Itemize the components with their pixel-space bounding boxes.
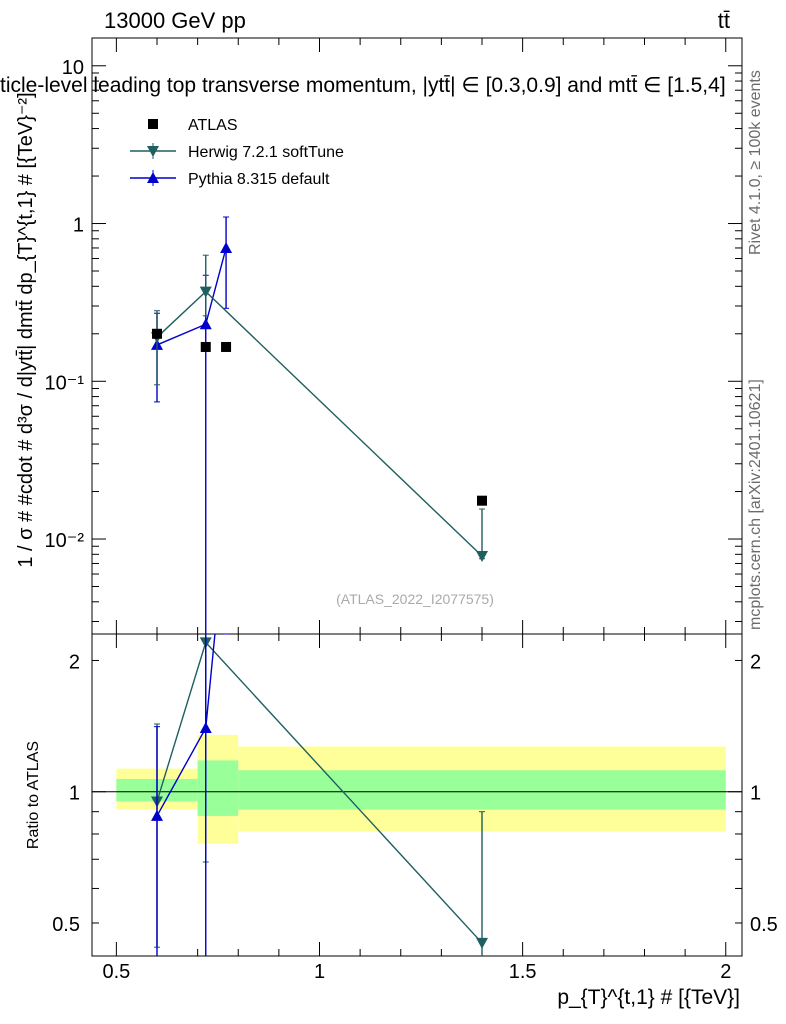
main-herwig-point <box>476 551 488 563</box>
legend-label: Pythia 8.315 default <box>188 171 330 188</box>
main-pythia-line <box>156 247 227 346</box>
header-process: tt̄ <box>718 8 730 33</box>
main-atlas-point <box>221 341 232 352</box>
ratio-plot-frame <box>91 633 743 957</box>
main-pythia-point <box>199 318 212 330</box>
main-y-tick-label: 10⁻¹ <box>45 372 85 394</box>
main-y-tick-label: 1 <box>73 215 84 237</box>
ratio-pythia-point <box>151 809 163 821</box>
legend-marker <box>148 119 158 129</box>
x-axis-label: p_{T}^{t,1} # [{TeV}] <box>557 986 740 1009</box>
watermark: (ATLAS_2022_I2077575) <box>336 591 494 607</box>
uncertainty-band-inner <box>197 760 239 816</box>
main-herwig-point <box>199 286 212 298</box>
main-atlas-series <box>152 328 487 506</box>
legend-label: ATLAS <box>188 117 238 134</box>
ratio-pythia-point <box>199 722 212 734</box>
main-y-axis-label: 1 / σ # #cdot # d³σ / d|ytt̄| dmtt̄ dp_{… <box>15 92 37 567</box>
x-tick-label: 2 <box>720 961 731 983</box>
main-pythia-series <box>151 216 233 634</box>
ratio-y-tick-label: 2 <box>69 651 80 673</box>
legend-marker <box>147 172 159 183</box>
header-energy: 13000 GeV pp <box>104 8 246 33</box>
ratio-herwig-point <box>476 937 488 949</box>
x-tick-label: 1 <box>314 961 325 983</box>
uncertainty-band-inner <box>238 770 726 810</box>
rivet-version-label: Rivet 4.1.0, ≥ 100k events <box>747 70 764 255</box>
main-atlas-point <box>152 328 162 339</box>
ratio-pythia-series <box>151 514 232 956</box>
x-tick-label: 0.5 <box>102 961 130 983</box>
legend-marker <box>147 146 159 157</box>
main-pythia-point <box>220 241 233 253</box>
main-atlas-point <box>200 341 211 352</box>
ratio-y-tick-label-right: 1 <box>750 783 761 805</box>
ratio-y-tick-label: 0.5 <box>52 914 80 936</box>
main-y-tick-label: 10 <box>62 57 84 79</box>
main-herwig-series <box>151 254 488 563</box>
ratio-pythia-point <box>220 514 232 525</box>
legend: ATLAS Herwig 7.2.1 softTune Pythia 8.315 d… <box>130 117 344 188</box>
ratio-y-tick-label: 1 <box>69 783 80 805</box>
ratio-y-tick-label-right: 2 <box>750 651 761 673</box>
main-atlas-point <box>477 495 487 506</box>
x-tick-label: 1.5 <box>509 961 537 983</box>
legend-label: Herwig 7.2.1 softTune <box>188 144 344 161</box>
ratio-y-tick-label-right: 0.5 <box>750 914 778 936</box>
main-y-tick-label: 10⁻² <box>45 530 85 552</box>
plot-title: ticle-level leading top transverse momen… <box>0 74 726 97</box>
ratio-y-axis-label: Ratio to ATLAS <box>25 741 42 849</box>
mcplots-label: mcplots.cern.ch [arXiv:2401.10621] <box>747 379 764 630</box>
